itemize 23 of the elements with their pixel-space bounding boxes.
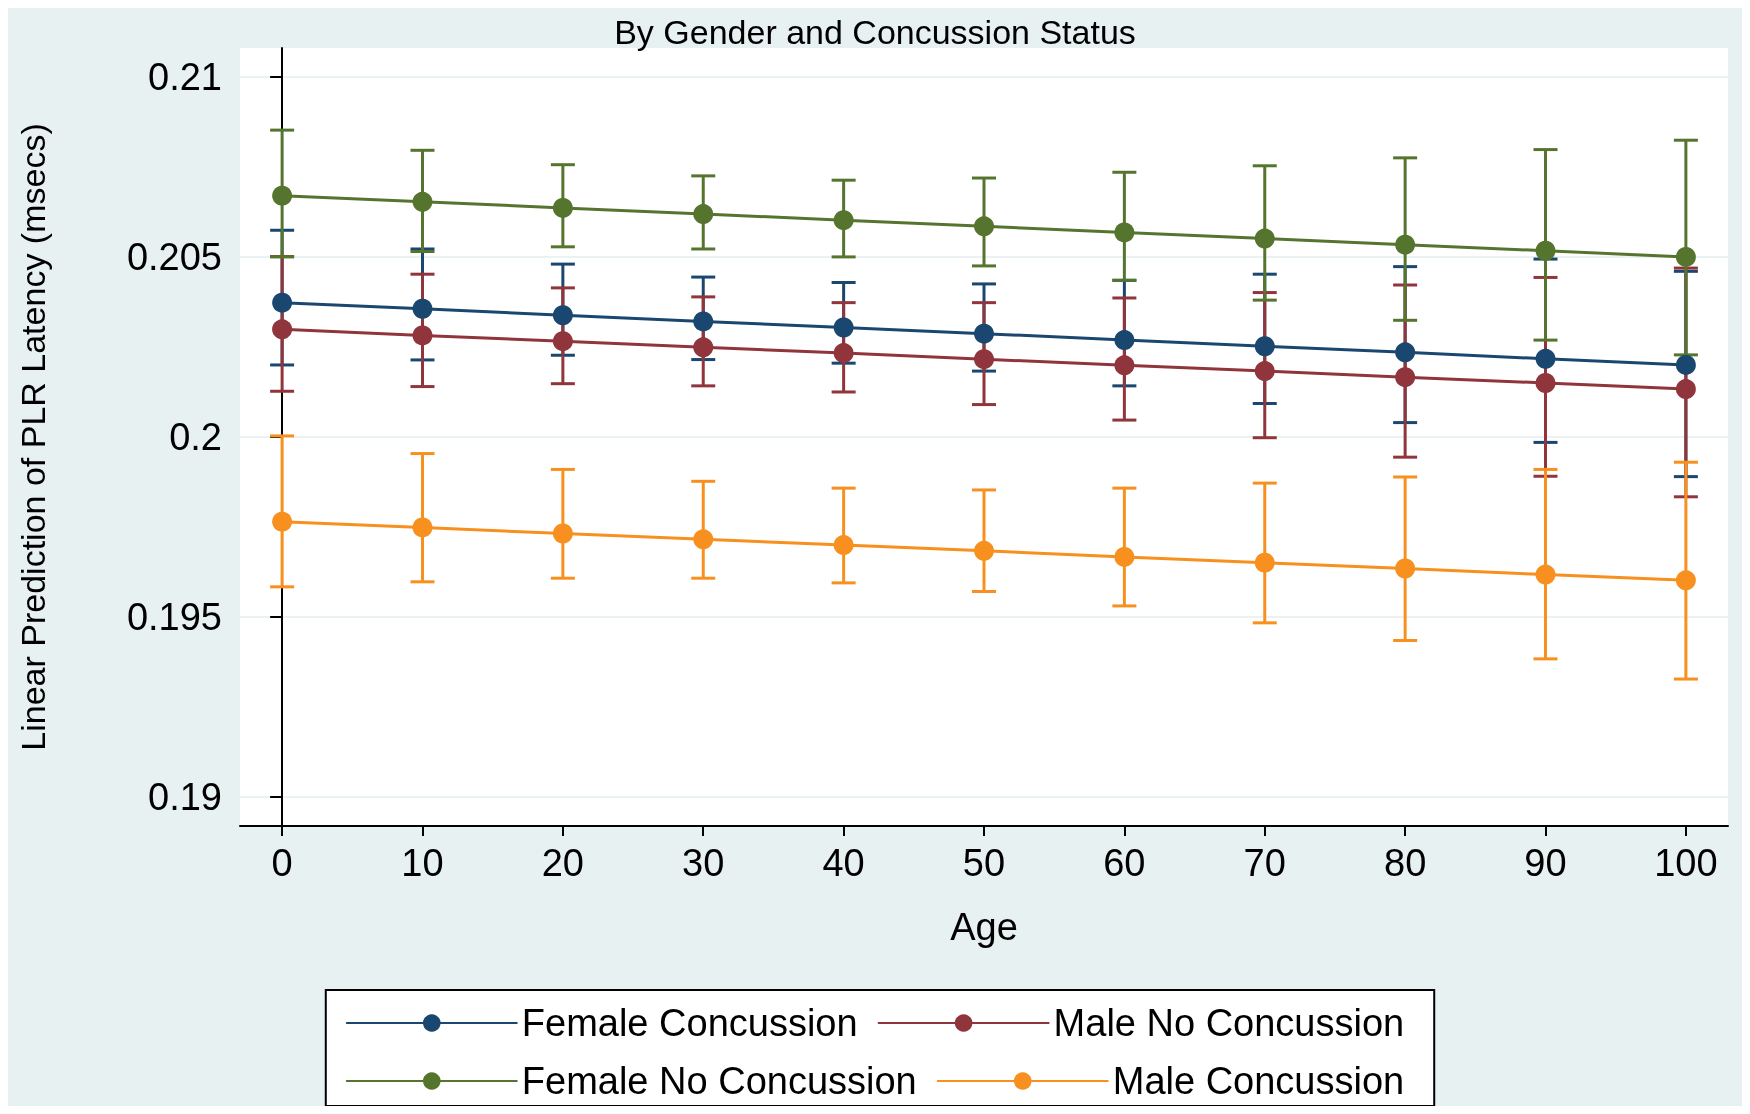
y-tick-label: 0.2 (169, 416, 222, 458)
x-axis-title: Age (950, 906, 1018, 948)
legend-label: Male Concussion (1112, 1060, 1405, 1102)
x-tick-label: 40 (822, 842, 865, 884)
legend-label: Female No Concussion (521, 1060, 917, 1102)
y-tick-label: 0.195 (126, 596, 222, 639)
x-tick-label: 90 (1524, 842, 1567, 884)
x-tick-label: 30 (682, 842, 725, 884)
x-tick-label: 0 (271, 842, 293, 884)
legend-label: Male No Concussion (1053, 1002, 1405, 1044)
y-tick-label: 0.21 (148, 55, 222, 98)
x-tick-label: 50 (962, 842, 1006, 884)
chart-title: By Gender and Concussion Status (614, 13, 1136, 51)
y-tick-label: 0.205 (126, 235, 222, 278)
x-tick-label: 10 (401, 842, 444, 884)
x-tick-label: 20 (541, 842, 585, 884)
legend-label: Female Concussion (521, 1002, 858, 1044)
y-tick-label: 0.19 (148, 776, 222, 819)
x-tick-label: 70 (1243, 842, 1286, 884)
y-axis-title: Linear Prediction of PLR Latency (msecs) (14, 123, 52, 751)
x-tick-label: 100 (1654, 842, 1718, 884)
x-tick-label: 60 (1103, 842, 1146, 884)
x-tick-label: 80 (1383, 842, 1427, 884)
